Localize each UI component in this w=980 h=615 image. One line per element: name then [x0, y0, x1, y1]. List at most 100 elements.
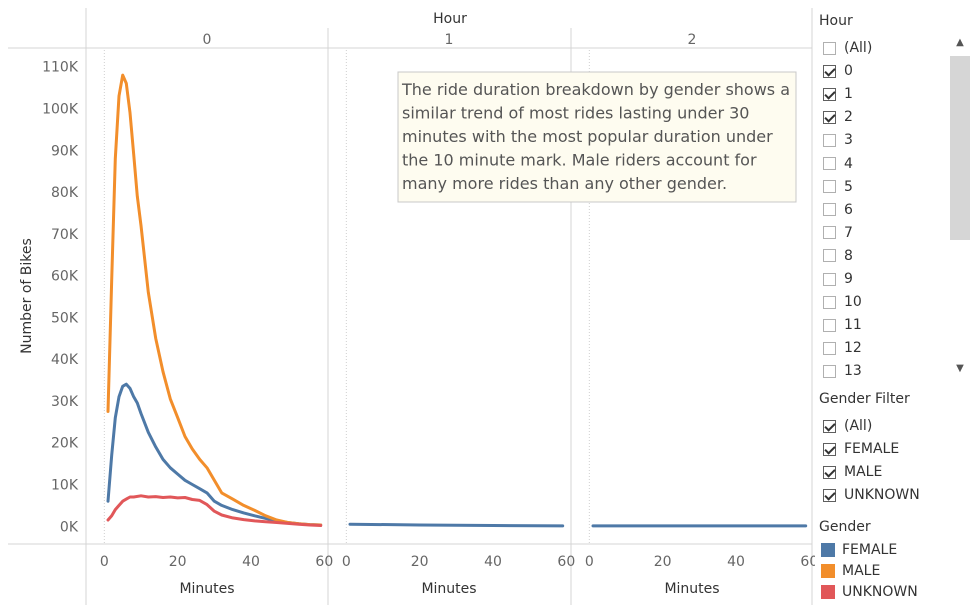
x-axis-label: Minutes [421, 581, 476, 597]
y-tick-label: 80K [51, 185, 79, 201]
x-tick-label: 20 [654, 554, 672, 570]
scroll-thumb[interactable] [950, 56, 970, 240]
legend-item[interactable]: UNKNOWN [821, 583, 918, 601]
gender-filter-item-label: UNKNOWN [844, 487, 920, 503]
hour-filter-item[interactable]: 3 [823, 129, 853, 151]
legend-swatch [821, 585, 835, 599]
series-line-female [106, 382, 323, 527]
gender-filter-item[interactable]: (All) [823, 415, 872, 437]
hour-filter-item[interactable]: 13 [823, 360, 862, 382]
chart-series [106, 73, 808, 528]
hour-filter-item[interactable]: 2 [823, 106, 853, 128]
annotation-line: The ride duration breakdown by gender sh… [401, 80, 790, 99]
checkbox[interactable] [823, 442, 836, 456]
legend-item-label: FEMALE [842, 542, 898, 558]
checkbox[interactable] [823, 133, 836, 147]
hour-filter-item[interactable]: (All) [823, 37, 872, 59]
x-tick-label: 0 [342, 554, 351, 570]
checkbox[interactable] [823, 488, 836, 502]
gender-filter-item-label: FEMALE [844, 441, 900, 457]
hour-filter-item-label: 13 [844, 363, 862, 380]
gender-filter-item[interactable]: UNKNOWN [823, 484, 920, 506]
x-tick-label: 40 [727, 554, 745, 570]
checkbox[interactable] [823, 364, 836, 378]
annotation-box[interactable]: The ride duration breakdown by gender sh… [397, 71, 797, 203]
panel-header-label: 0 [203, 32, 212, 48]
x-tick-label: 40 [484, 554, 502, 570]
y-tick-label: 0K [60, 519, 79, 535]
hour-filter-scrollbar[interactable]: ▲ ▼ [950, 36, 970, 382]
hour-filter-item[interactable]: 11 [823, 314, 862, 336]
series-line-female [348, 522, 565, 528]
y-tick-label: 10K [51, 478, 79, 494]
annotation-line: many more rides than any other gender. [402, 174, 727, 193]
checkbox[interactable] [823, 295, 836, 309]
checkbox[interactable] [823, 341, 836, 355]
gender-filter-item[interactable]: MALE [823, 461, 882, 483]
y-tick-label: 30K [51, 394, 79, 410]
hour-filter-item-label: 9 [844, 271, 853, 287]
series-line-male [106, 73, 323, 527]
legend-item[interactable]: MALE [821, 562, 880, 580]
hour-filter-item-label: 10 [844, 294, 862, 311]
checkbox[interactable] [823, 419, 836, 433]
hour-filter-item[interactable]: 6 [823, 199, 853, 221]
annotation-background [397, 71, 797, 203]
x-tick-label: 20 [169, 554, 187, 570]
hour-filter-item-label: 7 [844, 224, 853, 241]
checkbox[interactable] [823, 272, 836, 286]
x-tick-label: 40 [242, 554, 260, 570]
hour-filter-item-label: 4 [844, 155, 853, 172]
hour-filter-item-label: (All) [844, 40, 873, 56]
checkbox[interactable] [823, 249, 836, 263]
gender-filter-title: Gender Filter [819, 391, 910, 407]
hour-filter-item[interactable]: 8 [823, 245, 853, 267]
hour-filter-item-label: 5 [844, 178, 853, 195]
hour-filter-item-label: 2 [844, 109, 853, 126]
hour-filter-title: Hour [819, 13, 853, 29]
hour-filter-item[interactable]: 9 [823, 268, 853, 290]
annotation-line: the 10 minute mark. Male riders account … [402, 151, 757, 170]
x-axis-label: Minutes [179, 581, 234, 597]
hour-filter-item-label: 3 [844, 132, 853, 149]
checkbox[interactable] [823, 64, 836, 78]
filter-sidebar: Hour (All) 0 1 2 3 4 5 6 7 8 9 10 11 12 13 ▲ ▼ Gender … [818, 0, 978, 615]
hour-filter-item[interactable]: 7 [823, 222, 853, 244]
checkbox[interactable] [823, 203, 836, 217]
annotation-line: similar trend of most rides lasting unde… [402, 104, 749, 123]
gender-filter-item-label: (All) [844, 418, 873, 434]
checkbox[interactable] [823, 465, 836, 479]
hour-filter-item[interactable]: 0 [823, 60, 853, 82]
y-tick-label: 40K [51, 352, 79, 368]
hour-filter-item[interactable]: 1 [823, 83, 853, 105]
legend-swatch [821, 543, 835, 557]
checkbox[interactable] [823, 318, 836, 332]
checkbox[interactable] [823, 226, 836, 240]
x-tick-label: 60 [315, 554, 333, 570]
checkbox[interactable] [823, 87, 836, 101]
y-axis-label: Number of Bikes [19, 238, 35, 354]
legend-item[interactable]: FEMALE [821, 541, 897, 559]
legend-title: Gender [819, 519, 871, 535]
checkbox[interactable] [823, 41, 836, 55]
hour-filter-item[interactable]: 4 [823, 153, 853, 175]
y-tick-label: 60K [51, 269, 79, 285]
legend-swatch [821, 564, 835, 578]
gender-filter-item[interactable]: FEMALE [823, 438, 899, 460]
hour-filter-item-label: 1 [844, 86, 853, 103]
hour-filter-item[interactable]: 5 [823, 176, 853, 198]
scroll-down-icon[interactable]: ▼ [956, 363, 964, 374]
checkbox[interactable] [823, 110, 836, 124]
gender-filter-item-label: MALE [844, 464, 883, 480]
hour-filter-item[interactable]: 10 [823, 291, 862, 313]
hour-filter-item-label: 12 [844, 340, 862, 357]
checkbox[interactable] [823, 180, 836, 194]
annotation-text: The ride duration breakdown by gender sh… [401, 80, 790, 193]
hour-filter-item[interactable]: 12 [823, 337, 862, 359]
y-tick-label: 50K [51, 310, 79, 326]
legend-item-label: MALE [842, 563, 881, 579]
checkbox[interactable] [823, 157, 836, 170]
scroll-up-icon[interactable]: ▲ [956, 37, 964, 48]
